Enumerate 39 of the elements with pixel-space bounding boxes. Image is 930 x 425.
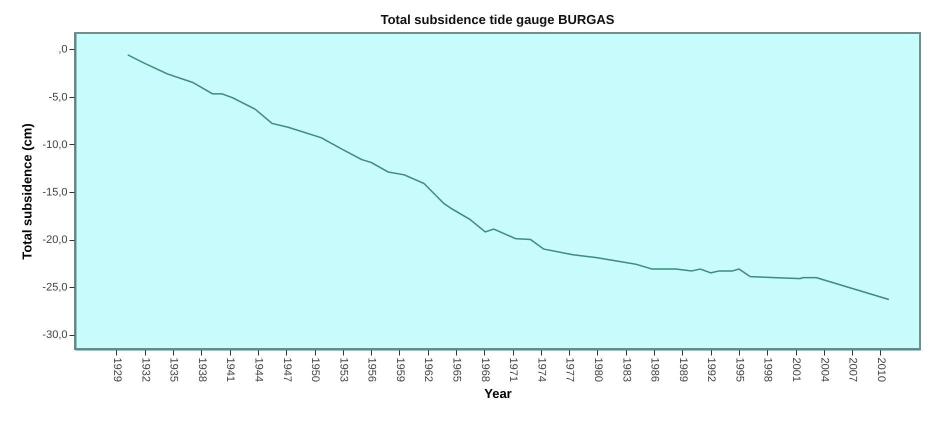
line-series bbox=[127, 54, 890, 300]
x-tick-label: 1935 bbox=[168, 358, 180, 382]
y-tick-label: -15,0 bbox=[42, 186, 68, 198]
y-tick-label: ,0 bbox=[58, 44, 68, 56]
x-tick-label: 2001 bbox=[790, 358, 802, 382]
x-tick-label: 1998 bbox=[762, 358, 774, 382]
x-tick-label: 1965 bbox=[450, 358, 463, 382]
x-tick-label: 1992 bbox=[705, 358, 718, 382]
x-tick-label: 1971 bbox=[507, 358, 520, 382]
x-tick-label: 1944 bbox=[252, 358, 264, 382]
y-tick-label: -20,0 bbox=[42, 234, 68, 246]
x-tick-label: 1974 bbox=[535, 358, 548, 382]
y-tick-label: -30,0 bbox=[42, 329, 68, 342]
x-tick-label: 1968 bbox=[478, 358, 491, 382]
y-tick-label: -10,0 bbox=[42, 138, 68, 151]
x-tick-label: 1950 bbox=[309, 358, 322, 382]
x-tick-label: 2010 bbox=[874, 358, 887, 382]
y-tick-label: -25,0 bbox=[42, 282, 68, 294]
x-tick-label: 1995 bbox=[733, 358, 746, 382]
x-tick-label: 2007 bbox=[846, 358, 859, 382]
x-tick-label: 1962 bbox=[422, 358, 434, 382]
x-axis-title: Year bbox=[484, 386, 512, 401]
y-axis-title: Total subsidence (cm) bbox=[19, 123, 34, 260]
x-tick-label: 1929 bbox=[110, 358, 123, 382]
x-tick-label: 1947 bbox=[280, 358, 293, 382]
chart-title: Total subsidence tide gauge BURGAS bbox=[380, 12, 615, 27]
x-tick-label: 1986 bbox=[648, 358, 661, 382]
x-tick-label: 1953 bbox=[337, 358, 350, 382]
x-tick-label: 1956 bbox=[366, 358, 378, 382]
x-tick-label: 1959 bbox=[394, 358, 406, 382]
x-tick-label: 1932 bbox=[139, 358, 152, 382]
x-tick-label: 1983 bbox=[620, 358, 632, 382]
x-tick-label: 1938 bbox=[196, 358, 208, 382]
x-tick-label: 1941 bbox=[224, 358, 236, 382]
y-tick-label: -5,0 bbox=[48, 91, 68, 104]
x-tick-label: 2004 bbox=[818, 358, 830, 382]
x-tick-label: 1980 bbox=[592, 358, 604, 382]
x-tick-label: 1989 bbox=[676, 358, 689, 382]
x-tick-label: 1977 bbox=[564, 358, 576, 382]
